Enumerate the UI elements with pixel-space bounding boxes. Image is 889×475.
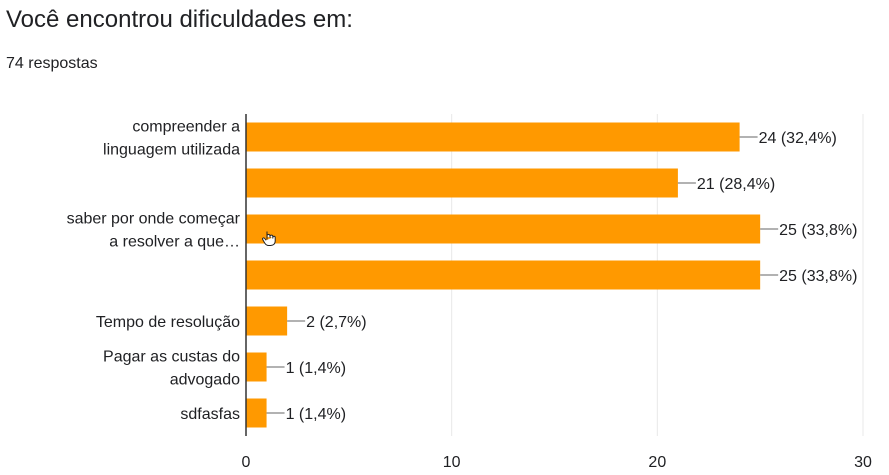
data-label: 21 (28,4%) (697, 176, 775, 193)
bar (246, 122, 740, 152)
data-label: 24 (32,4%) (759, 130, 837, 147)
data-label: 1 (1,4%) (286, 360, 346, 377)
bar (246, 260, 761, 290)
category-label: a resolver a que… (109, 234, 240, 251)
bar (246, 168, 678, 198)
x-tick-label: 10 (443, 454, 461, 471)
question-title: Você encontrou dificuldades em: (6, 6, 353, 33)
bar (246, 214, 761, 244)
hand-pointer-icon (262, 231, 276, 246)
category-label: linguagem utilizada (103, 142, 240, 159)
bar (246, 398, 267, 428)
category-label: Tempo de resolução (96, 314, 240, 331)
category-label: advogado (170, 372, 240, 389)
category-label: sdfasfas (180, 406, 240, 423)
category-label: compreender a (132, 119, 240, 136)
x-tick-label: 30 (854, 454, 872, 471)
category-label: saber por onde começar (67, 211, 241, 228)
data-label: 1 (1,4%) (286, 406, 346, 423)
data-label: 2 (2,7%) (306, 314, 366, 331)
data-label: 25 (33,8%) (779, 222, 857, 239)
bar (246, 306, 288, 336)
category-label: Pagar as custas do (103, 349, 240, 366)
data-label: 25 (33,8%) (779, 268, 857, 285)
x-tick-label: 20 (648, 454, 666, 471)
bar (246, 352, 267, 382)
response-count: 74 respostas (6, 55, 98, 72)
x-tick-label: 0 (242, 454, 251, 471)
